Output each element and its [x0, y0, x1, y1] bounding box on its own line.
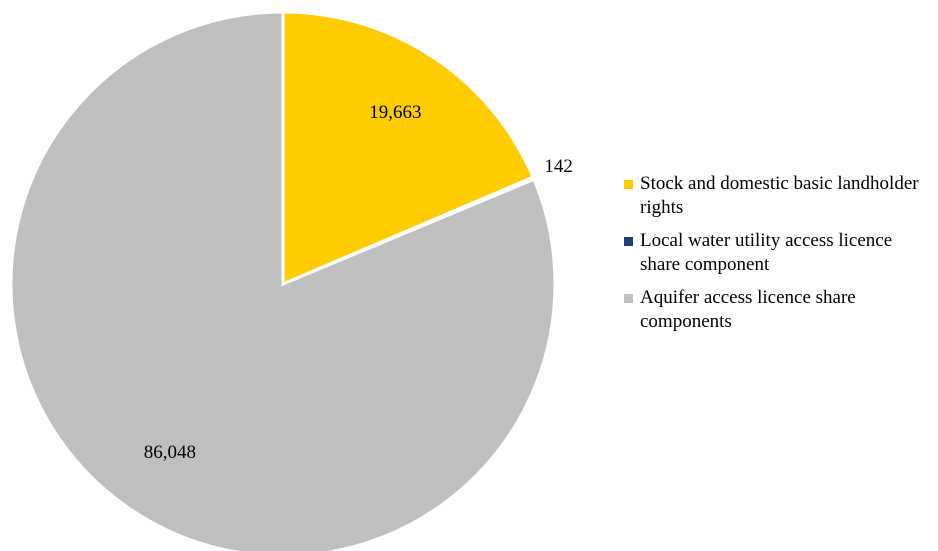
- data-label: 86,048: [144, 442, 196, 463]
- pie-slice: [9, 10, 557, 551]
- legend-swatch: [624, 237, 633, 246]
- legend-item: Aquifer access licence share components: [624, 286, 936, 334]
- legend-swatch: [624, 180, 633, 189]
- legend-label: Local water utility access licence share…: [640, 230, 893, 275]
- legend-swatch: [624, 294, 633, 303]
- pie-slice: [281, 10, 536, 287]
- legend-label: Stock and domestic basic landholder righ…: [640, 173, 919, 218]
- data-label: 19,663: [369, 102, 421, 123]
- legend: Stock and domestic basic landholder righ…: [624, 172, 936, 343]
- legend-item: Local water utility access licence share…: [624, 229, 936, 277]
- data-label: 142: [544, 156, 573, 177]
- legend-item: Stock and domestic basic landholder righ…: [624, 172, 936, 220]
- legend-label: Aquifer access licence share components: [640, 287, 856, 332]
